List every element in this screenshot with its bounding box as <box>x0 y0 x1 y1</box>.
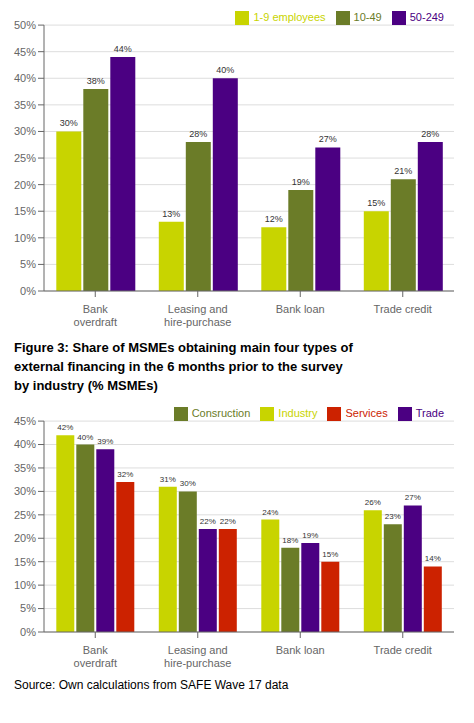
svg-text:15%: 15% <box>14 205 36 217</box>
html-text:Industry: Industry <box>278 406 318 419</box>
svg-text:Bank loan: Bank loan <box>276 643 325 655</box>
svg-text:32%: 32% <box>117 470 133 479</box>
svg-text:19%: 19% <box>292 177 310 187</box>
svg-text:Bankoverdraft: Bankoverdraft <box>74 643 117 668</box>
html-text:Services: Services <box>345 406 388 419</box>
svg-text:23%: 23% <box>385 512 401 521</box>
svg-text:50%: 50% <box>14 19 36 31</box>
svg-text:21%: 21% <box>394 166 412 176</box>
svg-text:40%: 40% <box>14 438 36 450</box>
svg-text:12%: 12% <box>265 214 283 224</box>
svg-text:10%: 10% <box>14 579 36 591</box>
svg-text:25%: 25% <box>14 508 36 520</box>
svg-text:20%: 20% <box>14 179 36 191</box>
svg-text:40%: 40% <box>216 65 234 75</box>
html-text:50-249: 50-249 <box>409 11 444 23</box>
svg-text:40%: 40% <box>77 432 93 441</box>
svg-text:35%: 35% <box>14 99 36 111</box>
svg-text:42%: 42% <box>57 423 73 432</box>
svg-text:35%: 35% <box>14 461 36 473</box>
svg-text:25%: 25% <box>14 152 36 164</box>
svg-text:24%: 24% <box>262 507 278 516</box>
svg-text:18%: 18% <box>282 535 298 544</box>
svg-text:Bank loan: Bank loan <box>276 303 325 315</box>
html-text:10-49: 10-49 <box>353 11 382 23</box>
svg-text:30%: 30% <box>180 479 196 488</box>
svg-text:45%: 45% <box>14 415 36 427</box>
svg-text:Leasing andhire-purchase: Leasing andhire-purchase <box>164 303 231 328</box>
svg-text:30%: 30% <box>14 125 36 137</box>
svg-text:10%: 10% <box>14 232 36 244</box>
svg-text:19%: 19% <box>302 530 318 539</box>
svg-text:5%: 5% <box>20 258 36 270</box>
svg-text:Trade credit: Trade credit <box>374 303 432 315</box>
svg-text:15%: 15% <box>367 198 385 208</box>
svg-text:15%: 15% <box>322 549 338 558</box>
svg-text:22%: 22% <box>200 516 216 525</box>
svg-text:22%: 22% <box>220 516 236 525</box>
svg-text:13%: 13% <box>162 209 180 219</box>
svg-text:20%: 20% <box>14 532 36 544</box>
svg-text:0%: 0% <box>20 285 36 297</box>
svg-text:28%: 28% <box>421 129 439 139</box>
svg-text:40%: 40% <box>14 72 36 84</box>
svg-text:44%: 44% <box>114 44 132 54</box>
svg-text:38%: 38% <box>87 76 105 86</box>
svg-text:Trade credit: Trade credit <box>374 643 432 655</box>
html-text:Trade: Trade <box>415 406 444 419</box>
svg-text:28%: 28% <box>189 129 207 139</box>
html-text:1-9 employees: 1-9 employees <box>253 11 326 23</box>
svg-text:27%: 27% <box>405 493 421 502</box>
html-text:Consruction: Consruction <box>191 406 251 419</box>
svg-text:14%: 14% <box>425 554 441 563</box>
html-text:Source: Own calculations from: Source: Own calculations from SAFE Wave … <box>14 677 289 692</box>
svg-text:31%: 31% <box>160 474 176 483</box>
svg-text:26%: 26% <box>365 498 381 507</box>
svg-text:45%: 45% <box>14 46 36 58</box>
html-text:Figure 3: Share of MSMEs obtai: Figure 3: Share of MSMEs obtaining main … <box>14 340 353 393</box>
svg-text:30%: 30% <box>60 118 78 128</box>
svg-text:5%: 5% <box>20 602 36 614</box>
svg-text:15%: 15% <box>14 555 36 567</box>
svg-text:30%: 30% <box>14 485 36 497</box>
svg-text:39%: 39% <box>97 437 113 446</box>
svg-text:27%: 27% <box>319 134 337 144</box>
svg-text:Leasing andhire-purchase: Leasing andhire-purchase <box>164 643 231 668</box>
svg-text:0%: 0% <box>20 625 36 637</box>
svg-text:Bankoverdraft: Bankoverdraft <box>74 303 117 328</box>
